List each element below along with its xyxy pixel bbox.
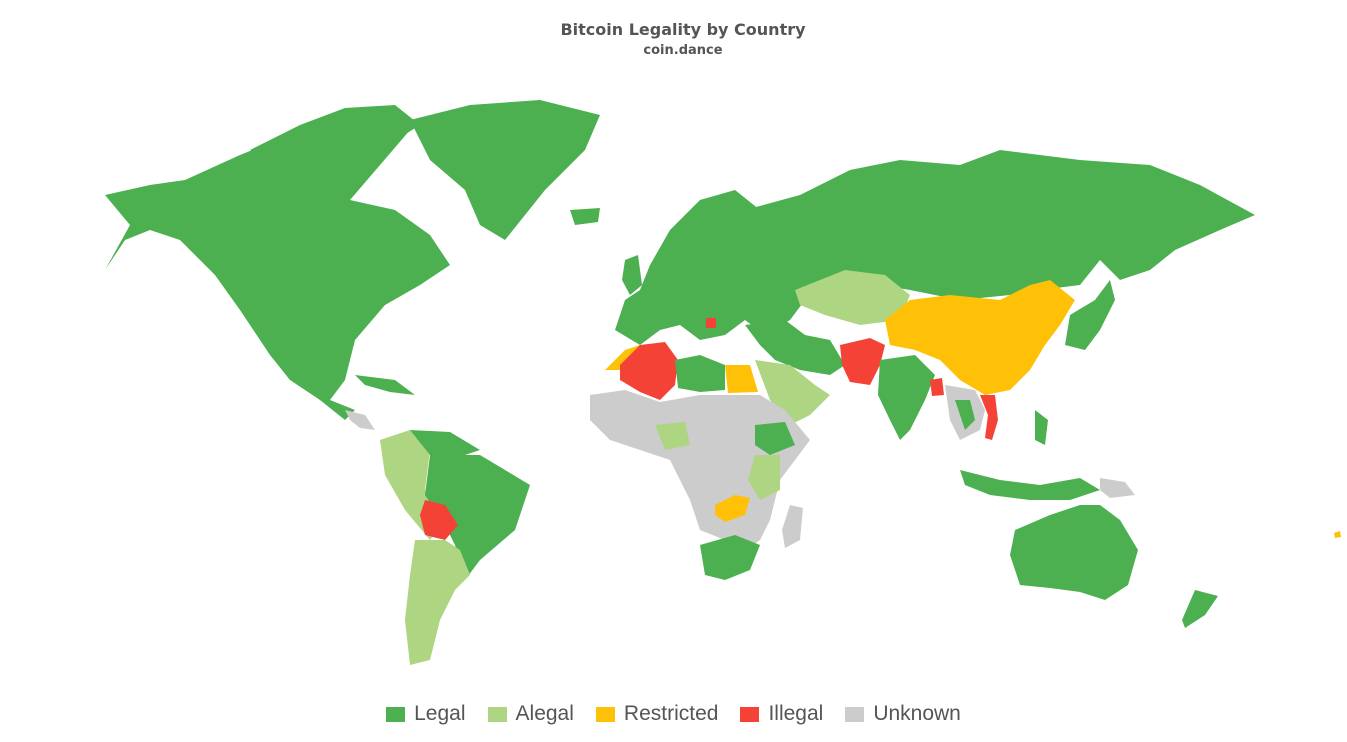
region-zambia-zimbabwe[interactable] [715, 495, 750, 522]
region-north-america[interactable] [105, 108, 450, 420]
legend-label-alegal: Alegal [515, 702, 574, 725]
region-pacific-restricted[interactable] [1334, 531, 1341, 538]
region-south-africa[interactable] [700, 535, 760, 580]
region-kazakhstan[interactable] [795, 270, 910, 325]
region-vietnam[interactable] [980, 395, 998, 440]
region-india[interactable] [878, 355, 935, 440]
region-bolivia[interactable] [420, 500, 458, 540]
legend-item-unknown[interactable]: Unknown [845, 702, 961, 726]
region-turkey-iran[interactable] [745, 320, 845, 375]
region-southern-cone[interactable] [405, 540, 470, 665]
legend-label-illegal: Illegal [768, 702, 824, 725]
region-iceland[interactable] [570, 208, 600, 225]
region-caribbean[interactable] [355, 375, 415, 395]
region-bangladesh[interactable] [930, 378, 944, 396]
map-title: Bitcoin Legality by Country [560, 20, 806, 39]
region-egypt[interactable] [725, 365, 758, 393]
legend-swatch-unknown [845, 706, 865, 722]
legend-item-illegal[interactable]: Illegal [740, 702, 823, 726]
legend-item-alegal[interactable]: Alegal [487, 702, 574, 726]
region-afghanistan-pakistan[interactable] [840, 338, 885, 385]
region-arctic-islands[interactable] [250, 105, 420, 170]
region-brazil[interactable] [425, 455, 530, 580]
region-new-guinea[interactable] [1100, 478, 1135, 498]
legend-label-restricted: Restricted [623, 702, 719, 725]
region-indonesia[interactable] [960, 470, 1100, 500]
legend-swatch-illegal [740, 706, 760, 722]
region-ethiopia[interactable] [755, 422, 795, 455]
region-macedonia[interactable] [706, 318, 716, 328]
legend-swatch-alegal [487, 706, 507, 722]
region-central-america-unknown[interactable] [345, 410, 375, 430]
legend-swatch-restricted [595, 706, 615, 722]
region-nigeria[interactable] [655, 422, 690, 450]
region-algeria[interactable] [620, 342, 678, 400]
region-china[interactable] [885, 280, 1075, 395]
legend-item-legal[interactable]: Legal [386, 702, 466, 726]
region-east-africa[interactable] [748, 455, 780, 500]
region-thailand[interactable] [955, 400, 975, 430]
region-greenland[interactable] [410, 100, 600, 240]
legend-label-unknown: Unknown [873, 702, 961, 725]
region-philippines[interactable] [1035, 410, 1048, 445]
region-saudi-arabia[interactable] [755, 360, 830, 425]
region-new-zealand[interactable] [1182, 590, 1218, 628]
legend-label-legal: Legal [414, 702, 466, 725]
region-madagascar[interactable] [782, 505, 803, 548]
legend: Legal Alegal Restricted Illegal Unknown [0, 702, 1347, 726]
region-uk[interactable] [622, 255, 642, 295]
map-subtitle: coin.dance [643, 43, 723, 58]
legend-swatch-legal [386, 706, 406, 722]
legend-item-restricted[interactable]: Restricted [595, 702, 719, 726]
region-australia[interactable] [1010, 505, 1138, 600]
region-venezuela-guyana[interactable] [410, 430, 480, 460]
region-russia[interactable] [745, 150, 1255, 300]
region-libya[interactable] [675, 355, 725, 392]
region-korea-japan[interactable] [1065, 280, 1115, 350]
